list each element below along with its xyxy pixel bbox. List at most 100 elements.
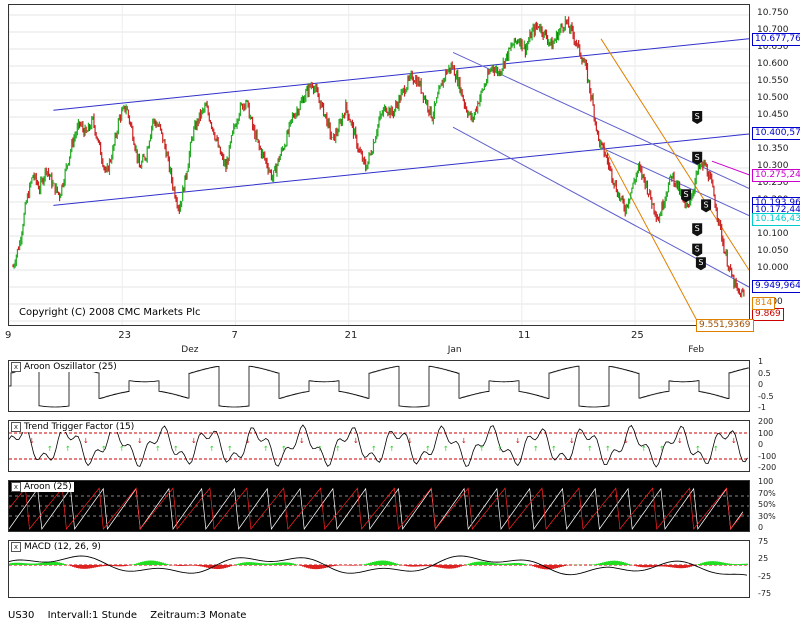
aroon-up-line — [9, 487, 744, 530]
s-marker-label: S — [695, 245, 700, 254]
y-tick-label: 10.100 — [757, 229, 789, 239]
buy-arrow: ↑ — [587, 445, 593, 453]
indicator-y-tick-label: -1 — [758, 403, 766, 412]
x-month-label: Feb — [688, 345, 705, 355]
sell-arrow: ↓ — [515, 437, 521, 445]
indicator-title: Aroon (25) — [24, 482, 72, 492]
trend-line — [53, 133, 749, 206]
indicator-y-tick-label: 0.5 — [758, 368, 771, 378]
indicator-title: Aroon Oszillator (25) — [24, 362, 117, 372]
macd-panel[interactable]: x MACD (12, 26, 9) — [8, 540, 750, 598]
indicator-title: MACD (12, 26, 9) — [24, 542, 101, 552]
x-tick-label: 9 — [5, 330, 12, 341]
buy-arrow: ↑ — [119, 445, 125, 453]
buy-arrow: ↑ — [659, 445, 665, 453]
trend-line — [600, 38, 749, 271]
y-tick-label: 10.750 — [757, 8, 789, 18]
close-icon[interactable]: x — [11, 482, 21, 492]
indicator-y-tick-label: -25 — [758, 571, 772, 581]
aroon-down-line — [9, 487, 744, 530]
indicator-y-tick-label: -100 — [758, 451, 777, 461]
indicator-y-tick-label: 0 — [758, 380, 764, 389]
indicator-title: Trend Trigger Factor (15) — [24, 422, 135, 432]
period-label: Zeitraum:3 Monate — [150, 610, 247, 621]
buy-arrow: ↑ — [443, 445, 449, 453]
buy-arrow: ↑ — [155, 445, 161, 453]
s-marker: S — [692, 223, 703, 237]
buy-arrow: ↑ — [65, 445, 71, 453]
x-tick-label: 7 — [231, 330, 238, 341]
buy-arrow: ↑ — [551, 445, 557, 453]
s-marker-shape — [692, 223, 703, 237]
x-tick-label: 23 — [118, 330, 131, 341]
trend-trigger-svg: ↓ ↑ ↑ ↓ ↑ ↑ ↓ ↑ ↑ ↓ ↑ ↑ ↓ ↑ ↑ ↓ ↑ ↑ ↓ ↑ ↑ ↓ ↑ ↑ ↓ ↑ ↑ ↓ ↑ ↑ ↓ ↑ ↑ ↓ ↑ ↑ ↓ ↑ ↑ ↓ — [9, 424, 749, 468]
s-marker: S — [701, 199, 712, 213]
indicator-y-tick-label: 30% — [758, 511, 776, 521]
trend-line — [600, 147, 749, 217]
close-icon[interactable]: x — [11, 422, 21, 432]
y-tick-label: 10.450 — [757, 110, 789, 120]
x-tick-label: 25 — [631, 330, 644, 341]
y-tick-label: 10.550 — [757, 76, 789, 86]
aroon-oscillator-svg — [9, 365, 749, 408]
s-marker: S — [681, 189, 692, 203]
buy-arrow: ↑ — [173, 445, 179, 453]
s-marker: S — [695, 257, 706, 271]
y-tick-label: 10.700 — [757, 25, 789, 35]
buy-arrow: ↑ — [227, 445, 233, 453]
s-marker-label: S — [695, 153, 700, 162]
price-box: 10.400,57 — [752, 126, 800, 140]
aroon-panel[interactable]: x Aroon (25) — [8, 480, 750, 532]
y-tick-label: 10.600 — [757, 59, 789, 69]
aroon-oscillator-panel[interactable]: x Aroon Oszillator (25) — [8, 360, 750, 412]
buy-arrow: ↑ — [317, 445, 323, 453]
ttf-line — [9, 424, 748, 468]
sell-arrow: ↓ — [299, 437, 305, 445]
y-tick-label: 10.250 — [757, 178, 789, 188]
aroon-svg — [9, 487, 749, 530]
indicator-y-tick-label: 25 — [758, 554, 769, 564]
x-month-label: Dez — [181, 345, 199, 355]
trend-line — [53, 38, 749, 111]
macd-svg — [9, 555, 749, 576]
sell-arrow: ↓ — [137, 437, 143, 445]
buy-arrow: ↑ — [479, 445, 485, 453]
aroon-oscillator-line — [9, 365, 749, 408]
y-tick-label: 10.300 — [757, 161, 789, 171]
buy-arrow: ↑ — [605, 445, 611, 453]
s-marker: S — [692, 243, 703, 257]
sell-arrow: ↓ — [353, 437, 359, 445]
bottom-price-box: 9.551,9369 — [696, 319, 754, 332]
indicator-y-tick-label: -200 — [758, 463, 777, 472]
sell-arrow: ↓ — [191, 437, 197, 445]
close-icon[interactable]: x — [11, 362, 21, 372]
s-marker-label: S — [695, 112, 700, 121]
y-tick-label: 10.050 — [757, 246, 789, 256]
s-marker-shape — [701, 199, 712, 213]
s-marker-label: S — [695, 224, 700, 233]
s-marker-shape — [692, 111, 703, 124]
indicator-y-tick-label: 100 — [758, 477, 774, 486]
indicator-y-tick-label: -0.5 — [758, 391, 774, 401]
buy-arrow: ↑ — [389, 445, 395, 453]
s-marker-label: S — [698, 258, 703, 267]
buy-arrow: ↑ — [713, 445, 719, 453]
y-tick-label: 10.650 — [757, 42, 789, 52]
indicator-y-tick-label: 75 — [758, 537, 769, 546]
indicator-y-tick-label: 0 — [758, 523, 764, 532]
sell-arrow: ↓ — [569, 437, 575, 445]
symbol-label: US30 — [8, 610, 35, 621]
close-icon[interactable]: x — [11, 542, 21, 552]
status-footer: US30 Intervall:1 Stunde Zeitraum:3 Monat… — [8, 610, 256, 621]
indicator-y-tick-label: -75 — [758, 589, 772, 598]
trend-trigger-panel[interactable]: ↓ ↑ ↑ ↓ ↑ ↑ ↓ ↑ ↑ ↓ ↑ ↑ ↓ ↑ ↑ ↓ ↑ ↑ ↓ ↑ ↑ ↓ ↑ ↑ ↓ ↑ ↑ ↓ ↑ ↑ ↓ ↑ ↑ ↓ ↑ ↑ ↓ ↑ ↑ ↓… — [8, 420, 750, 472]
indicator-y-tick-label: 200 — [758, 417, 774, 426]
s-marker: S — [692, 151, 703, 165]
x-tick-label: 21 — [344, 330, 358, 341]
indicator-y-tick-label: 1 — [758, 357, 764, 366]
buy-arrow: ↑ — [101, 445, 107, 453]
trend-line — [600, 140, 698, 322]
s-marker: S — [692, 111, 703, 124]
